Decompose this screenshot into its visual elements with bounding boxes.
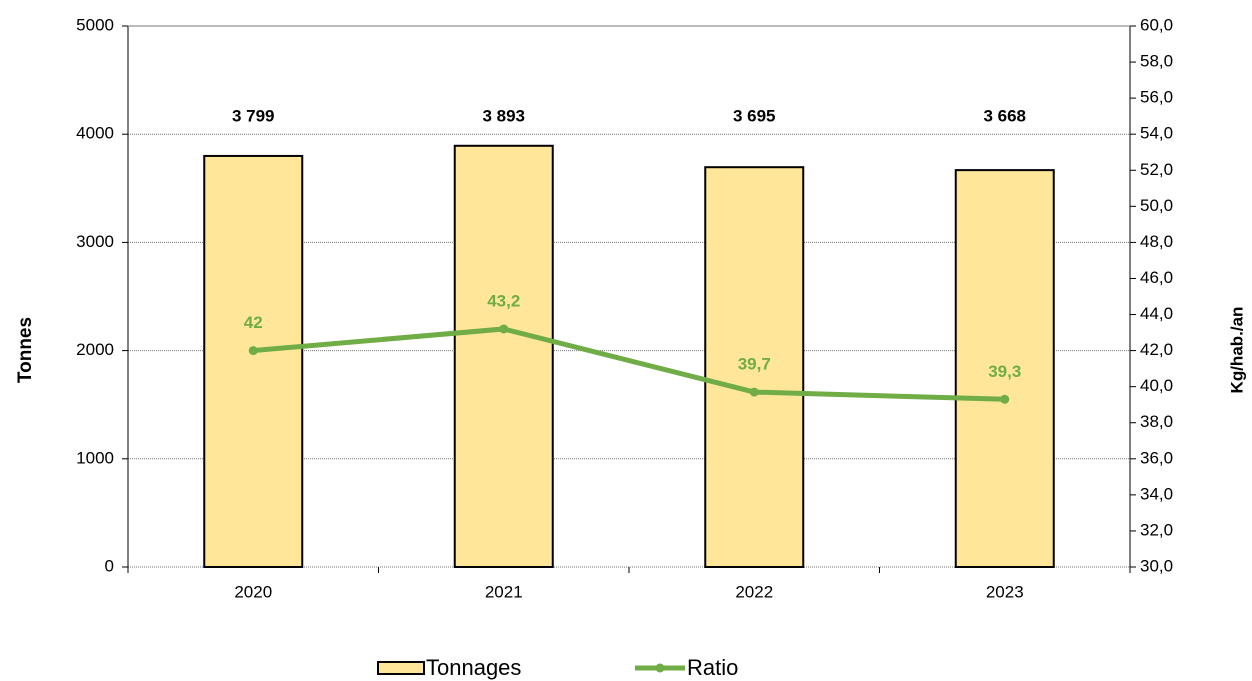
bar — [453, 144, 554, 568]
y2-tick-label: 44,0 — [1140, 304, 1173, 323]
line-marker — [1000, 394, 1010, 404]
y2-tick-label: 38,0 — [1140, 412, 1173, 431]
x-tick-label: 2020 — [234, 582, 272, 601]
line-value-label: 39,3 — [988, 362, 1021, 381]
y2-tick-label: 42,0 — [1140, 340, 1173, 359]
y2-tick-label: 52,0 — [1140, 160, 1173, 179]
bar-value-label: 3 893 — [482, 106, 525, 125]
y2-tick-label: 46,0 — [1140, 268, 1173, 287]
line-value-label: 39,7 — [738, 355, 771, 374]
y-tick-label: 4000 — [76, 124, 114, 143]
y-tick-label: 3000 — [76, 232, 114, 251]
legend-marker — [655, 663, 665, 673]
y2-tick-label: 50,0 — [1140, 196, 1173, 215]
legend-label: Tonnages — [426, 655, 521, 680]
y-axis-label: Tonnes — [15, 317, 36, 383]
bar-value-label: 3 799 — [232, 106, 275, 125]
y2-tick-label: 54,0 — [1140, 124, 1173, 143]
bar-value-label: 3 695 — [733, 106, 776, 125]
bar-value-label: 3 668 — [983, 106, 1026, 125]
y2-tick-label: 56,0 — [1140, 88, 1173, 107]
line-marker — [499, 324, 509, 334]
y-tick-label: 0 — [105, 556, 114, 575]
y2-tick-label: 36,0 — [1140, 448, 1173, 467]
y2-axis-label: Kg/hab./an — [1227, 307, 1246, 394]
line — [253, 326, 1005, 402]
y2-tick-label: 32,0 — [1140, 520, 1173, 539]
x-tick-label: 2023 — [986, 582, 1024, 601]
legend-swatch — [377, 661, 425, 675]
legend-label: Ratio — [687, 655, 738, 680]
y-tick-label: 1000 — [76, 448, 114, 467]
y2-tick-label: 58,0 — [1140, 52, 1173, 71]
y2-tick-label: 30,0 — [1140, 556, 1173, 575]
y2-tick-label: 34,0 — [1140, 484, 1173, 503]
bar — [704, 166, 805, 569]
line-marker — [749, 387, 759, 397]
y2-tick-label: 48,0 — [1140, 232, 1173, 251]
bar — [954, 169, 1055, 568]
line-value-label: 43,2 — [487, 291, 520, 310]
line-marker — [248, 346, 258, 356]
y-tick-label: 2000 — [76, 340, 114, 359]
bar — [203, 154, 304, 568]
x-tick-label: 2022 — [735, 582, 773, 601]
line-value-label: 42 — [244, 313, 263, 332]
y-tick-label: 5000 — [76, 15, 114, 34]
y2-tick-label: 40,0 — [1140, 376, 1173, 395]
x-tick-label: 2021 — [485, 582, 523, 601]
y2-tick-label: 60,0 — [1140, 15, 1173, 34]
